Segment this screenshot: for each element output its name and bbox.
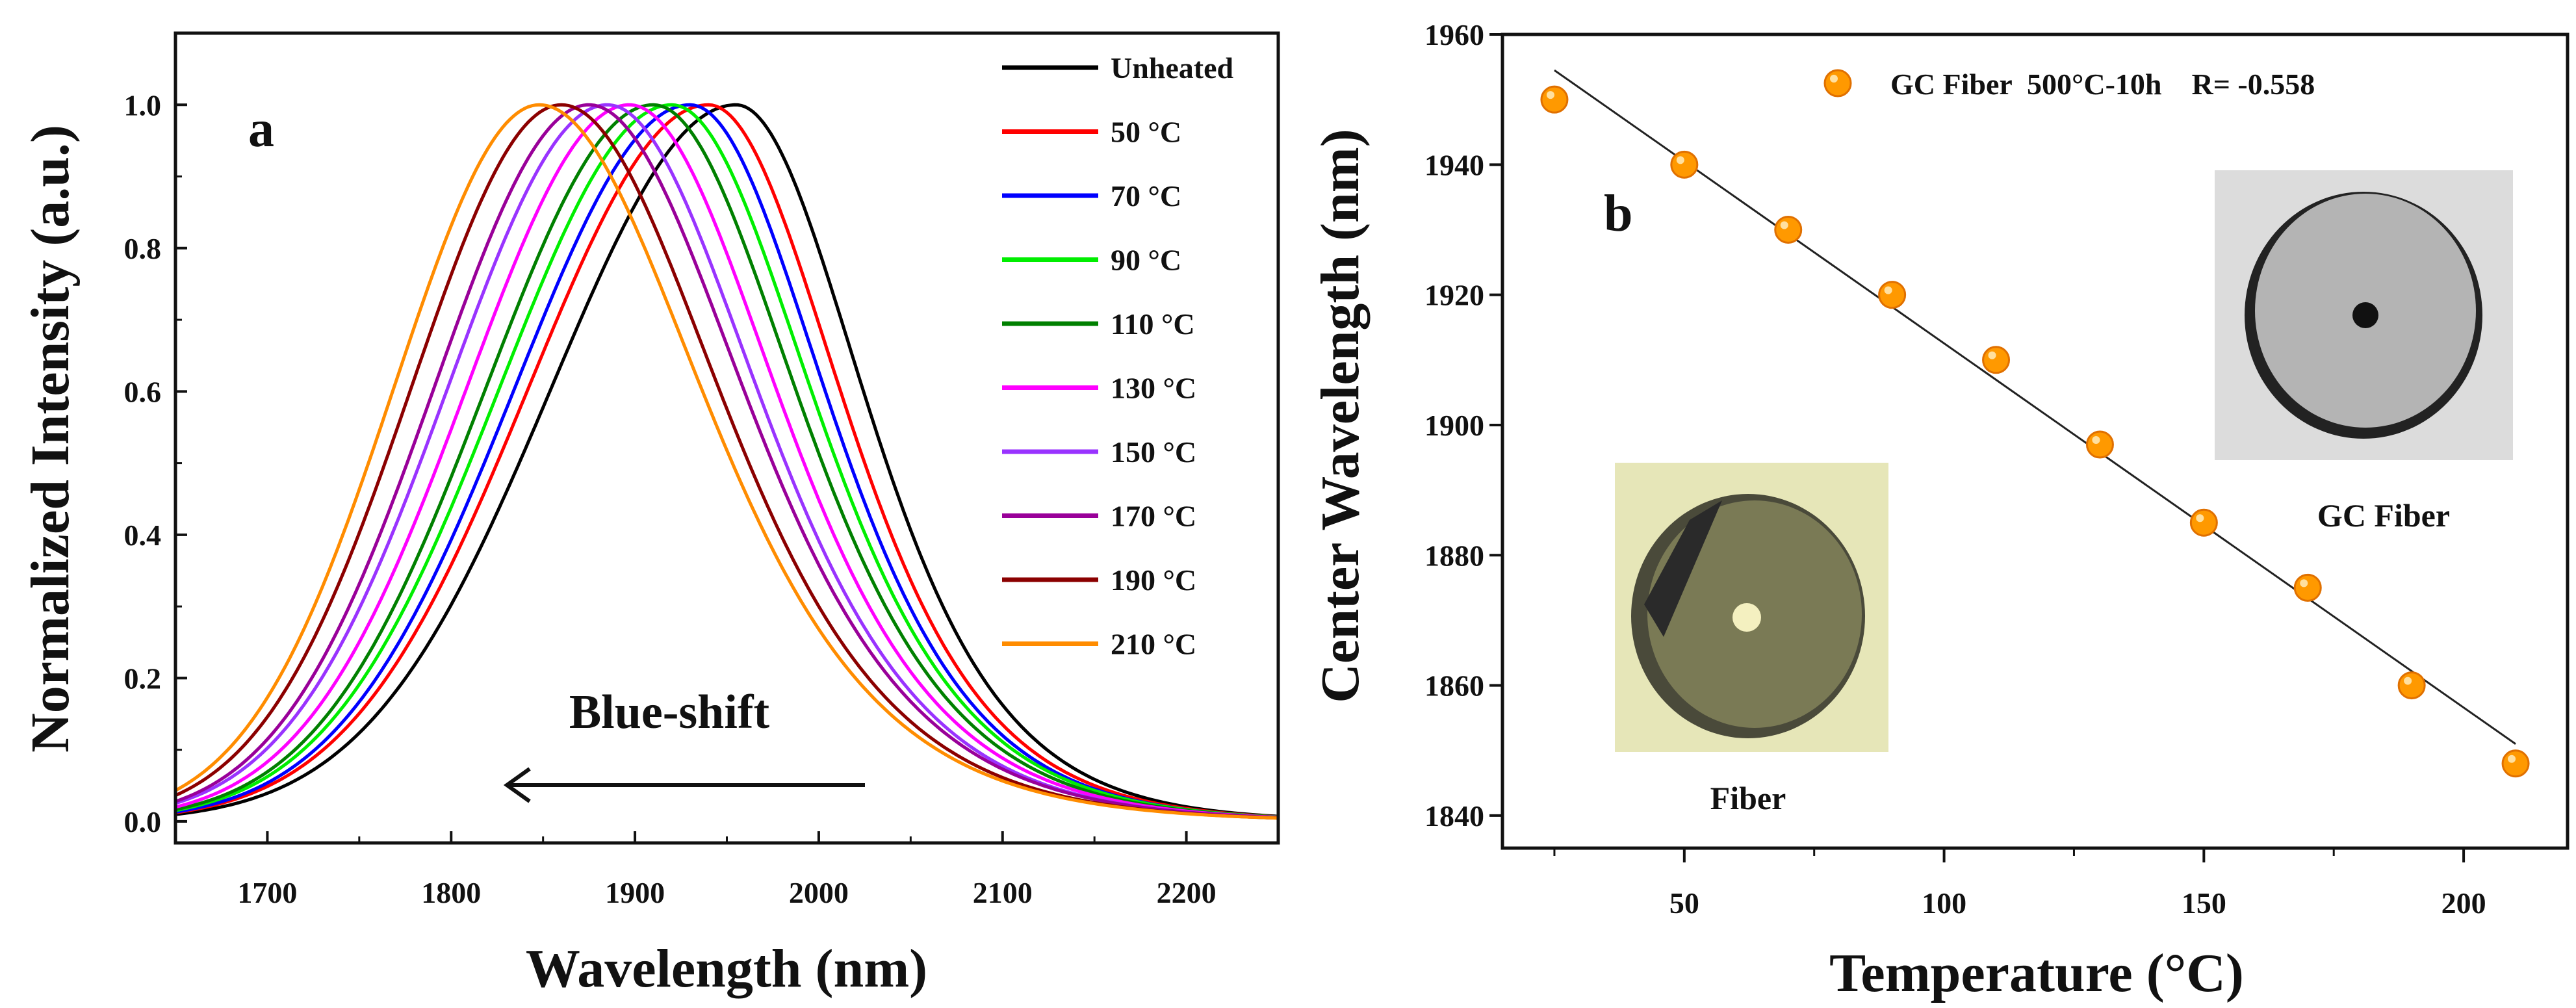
- x-tick-label: 50: [1669, 886, 1699, 920]
- data-point-highlight: [1546, 91, 1554, 99]
- legend-label: 130 °C: [1111, 372, 1196, 405]
- data-point-highlight: [2300, 579, 2308, 588]
- scatter-marks: [1540, 69, 2530, 778]
- spectrum-line: [175, 103, 1279, 819]
- spectrum-line: [175, 103, 1279, 818]
- x-tick-label: 1800: [421, 876, 481, 909]
- data-point-highlight: [2092, 436, 2100, 445]
- inset-label-gc-fiber: GC Fiber: [2317, 497, 2450, 534]
- x-tick-label: 1900: [605, 876, 665, 909]
- data-point: [2501, 749, 2530, 778]
- y-tick-label: 0.4: [124, 519, 162, 552]
- fit-line: [1554, 69, 2516, 745]
- data-point-highlight: [1884, 286, 1892, 294]
- blue-shift-annotation: Blue-shift: [569, 686, 770, 739]
- legend-marker-highlight: [1830, 75, 1838, 83]
- legend-label: 210 °C: [1111, 628, 1196, 661]
- data-point: [1670, 150, 1699, 179]
- y-tick-label: 0.0: [124, 805, 162, 838]
- panel-label-b: b: [1604, 185, 1633, 242]
- data-point: [1878, 281, 1907, 309]
- inset-fiber-photo: [1615, 463, 1888, 752]
- y-axis-title-b: Center Wavelength (nm): [1310, 129, 1371, 703]
- y-tick-label: 1960: [1424, 18, 1484, 51]
- x-tick-label: 2000: [789, 876, 849, 909]
- panel-b-scatter-chart: Fiber GC Fiber 50 100 150 200 1840 1860 1880 19…: [1310, 18, 2570, 1003]
- y-tick-label: 1.0: [124, 88, 162, 122]
- legend-label: 150 °C: [1111, 435, 1196, 469]
- data-point: [1540, 85, 1569, 114]
- spectrum-line: [175, 103, 1279, 820]
- inset-label-fiber: Fiber: [1710, 780, 1786, 816]
- data-point: [1982, 346, 2011, 374]
- panel-a-spectra-chart: 1700 1800 1900 2000 2100 2200 0.0 0.2 0.4 0.6 0.8 1…: [20, 31, 1280, 999]
- data-point-highlight: [1780, 221, 1788, 229]
- legend-label: 190 °C: [1111, 563, 1196, 597]
- spectrum-line: [175, 103, 1279, 820]
- y-tick-label: 1840: [1424, 799, 1484, 833]
- x-tick-label: 2200: [1157, 876, 1217, 909]
- y-tick-label: 1860: [1424, 669, 1484, 703]
- y-tick-label: 1880: [1424, 539, 1484, 572]
- data-point: [2189, 508, 2218, 537]
- spectrum-line: [175, 103, 1279, 819]
- legend-text-b: GC Fiber 500°C-10h R= -0.558: [1890, 68, 2315, 101]
- x-tick-label: 2100: [973, 876, 1033, 909]
- x-tick-label: 200: [2441, 886, 2486, 920]
- panel-label-a: a: [248, 101, 274, 158]
- axis-ticks-a: 1700 1800 1900 2000 2100 2200 0.0 0.2 0.4 0.6 0.8 1…: [124, 32, 1280, 909]
- inset-gc-fiber-photo: [2215, 170, 2513, 460]
- data-point: [2293, 573, 2322, 602]
- data-point-highlight: [2196, 514, 2204, 523]
- data-point-highlight: [2404, 677, 2412, 685]
- x-tick-label: 1700: [237, 876, 297, 909]
- y-tick-label: 0.2: [124, 662, 162, 695]
- legend-label: 170 °C: [1111, 500, 1196, 533]
- legend-label: 90 °C: [1111, 244, 1181, 277]
- legend-label: 50 °C: [1111, 116, 1181, 149]
- blue-shift-arrow: [503, 767, 865, 803]
- y-tick-label: 1900: [1424, 409, 1484, 442]
- data-point-highlight: [1676, 156, 1684, 164]
- data-point-highlight: [2508, 755, 2516, 763]
- y-tick-label: 1920: [1424, 279, 1484, 312]
- spectrum-line: [174, 103, 1279, 820]
- data-point: [1774, 215, 1803, 244]
- y-tick-label: 1940: [1424, 148, 1484, 181]
- spectra-curves: [174, 103, 1279, 820]
- y-axis-title-a: Normalized Intensity (a.u.): [20, 125, 81, 753]
- axis-ticks-b: 50 100 150 200 1840 1860 1880 1900 1920 1940 1960: [1424, 18, 2486, 920]
- legend-b: GC Fiber 500°C-10h R= -0.558: [1823, 68, 2315, 101]
- legend-a: Unheated 50 °C 70 °C 90 °C 110 °C 130 °C 150 °…: [1002, 51, 1234, 661]
- x-axis-title-a: Wavelength (nm): [526, 938, 927, 999]
- data-point: [2085, 430, 2114, 459]
- data-point-highlight: [1988, 351, 1996, 359]
- spectrum-line: [175, 103, 1279, 819]
- plot-frame-b: [1501, 32, 2570, 850]
- legend-label: 70 °C: [1111, 179, 1181, 213]
- data-point: [2397, 671, 2426, 700]
- x-tick-label: 100: [1922, 886, 1966, 920]
- y-tick-label: 0.8: [124, 232, 162, 265]
- legend-marker: [1823, 69, 1852, 97]
- legend-label: Unheated: [1111, 51, 1234, 84]
- y-tick-label: 0.6: [124, 375, 162, 408]
- legend-label: 110 °C: [1111, 307, 1195, 341]
- x-axis-title-b: Temperature (°C): [1829, 943, 2244, 1003]
- x-tick-label: 150: [2182, 886, 2226, 920]
